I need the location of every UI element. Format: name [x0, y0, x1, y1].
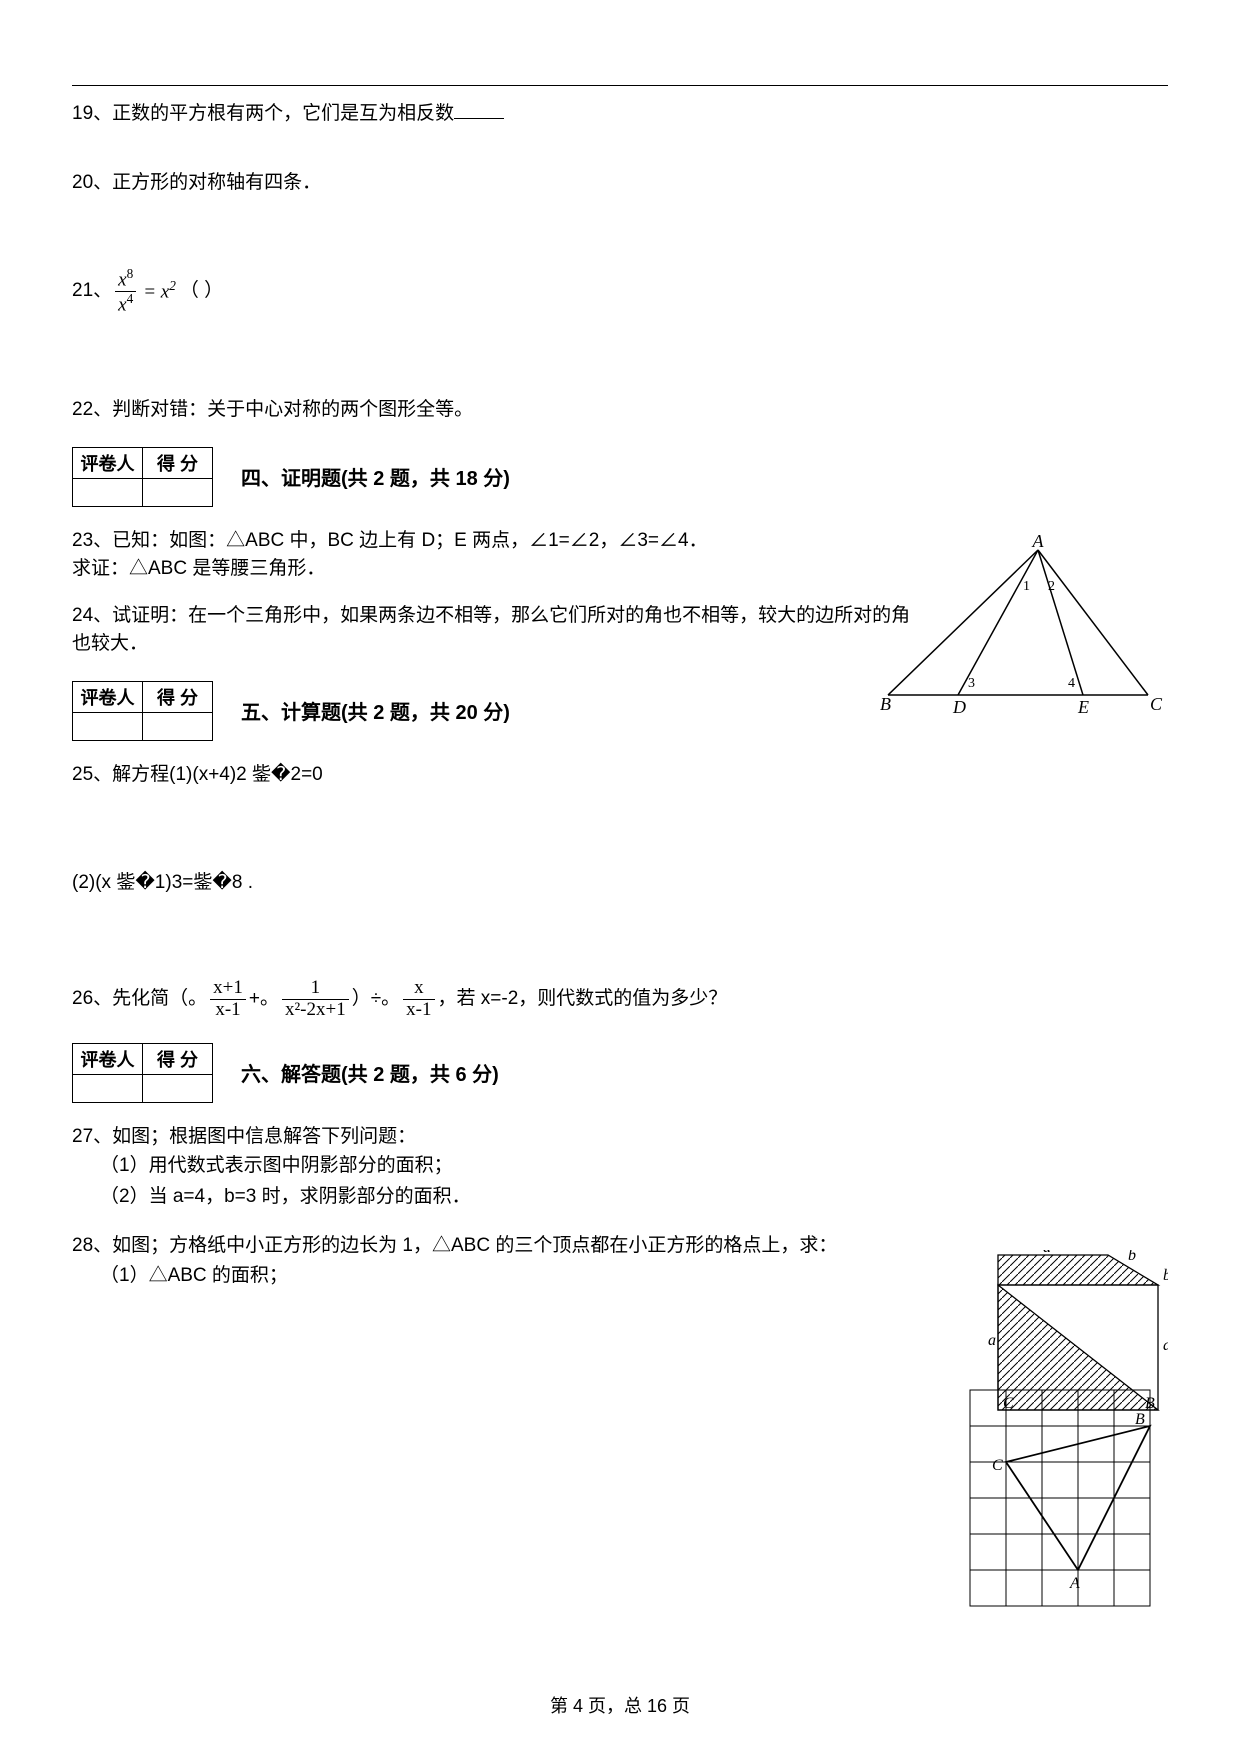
section-title: 六、解答题(共 2 题，共 6 分)	[241, 1058, 499, 1087]
q-text: 解方程(1)(x+4)2 鈭�2=0	[112, 764, 323, 785]
question-21: 21、 x8 x4 = x2 （ ）	[72, 267, 1168, 316]
svg-text:D: D	[952, 697, 966, 715]
question-26: 26、 先化简（。 x+1 x-1 +。 1 x²-2x+1 ）÷。 x x-1…	[72, 978, 1168, 1021]
q-num: 23、	[72, 530, 112, 551]
comma: ，	[438, 985, 457, 1014]
q-num: 24、	[72, 605, 112, 626]
svg-text:C: C	[992, 1457, 1003, 1474]
grader-table: 评卷人得 分	[72, 681, 213, 741]
question-19: 19、正数的平方根有两个，它们是互为相反数	[72, 100, 1168, 129]
svg-text:b: b	[1163, 1267, 1168, 1284]
q-text: 判断对错：关于中心对称的两个图形全等。	[112, 399, 473, 420]
paren: （ ）	[180, 277, 223, 306]
plus: +。	[249, 985, 279, 1014]
sub-2: （2）当 a=4，b=3 时，求阴影部分的面积．	[100, 1182, 918, 1212]
svg-text:b: b	[1128, 1250, 1136, 1264]
svg-text:1: 1	[1023, 579, 1030, 594]
question-25b: (2)(x 鈭�1)3=鈭�8 .	[72, 869, 1168, 898]
question-27: 27、如图；根据图中信息解答下列问题： （1）用代数式表示图中阴影部分的面积； …	[72, 1123, 1168, 1212]
q-text: 如图；根据图中信息解答下列问题：	[112, 1126, 416, 1147]
q-num: 21、	[72, 277, 112, 306]
svg-text:A: A	[1069, 1575, 1080, 1592]
svg-text:B: B	[880, 694, 891, 714]
svg-text:a: a	[1163, 1337, 1168, 1354]
svg-text:B: B	[1135, 1411, 1145, 1428]
q-num: 28、	[72, 1235, 112, 1256]
question-20: 20、正方形的对称轴有四条．	[72, 169, 1168, 198]
q-num: 20、	[72, 172, 112, 193]
grader-table: 评卷人得 分	[72, 1043, 213, 1103]
grader-table: 评卷人得 分	[72, 447, 213, 507]
q-text: 正方形的对称轴有四条．	[112, 172, 321, 193]
q-text: 试证明：在一个三角形中，如果两条边不相等，那么它们所对的角也不相等，较大的边所对…	[72, 605, 910, 655]
svg-text:C: C	[1150, 694, 1163, 714]
q-text: (2)(x 鈭�1)3=鈭�8 .	[72, 872, 253, 893]
question-25: 25、解方程(1)(x+4)2 鈭�2=0	[72, 761, 1168, 790]
section-4-header: 评卷人得 分 四、证明题(共 2 题，共 18 分)	[72, 447, 1168, 507]
sub-1: （1）△ABC 的面积；	[100, 1261, 918, 1291]
q-num: 22、	[72, 399, 112, 420]
triangle-figure: A B C D E 1 2 3 4	[868, 535, 1168, 715]
svg-text:A: A	[1032, 535, 1045, 551]
q-num: 27、	[72, 1126, 112, 1147]
question-22: 22、判断对错：关于中心对称的两个图形全等。	[72, 396, 1168, 425]
q-num: 19、	[72, 103, 112, 124]
frac-3: x x-1	[403, 978, 434, 1021]
svg-text:E: E	[1077, 697, 1089, 715]
q-text2: 求证：△ABC 是等腰三角形．	[72, 558, 325, 579]
svg-text:a: a	[988, 1332, 996, 1349]
pre: 先化简（。	[112, 985, 207, 1014]
frac-1: x+1 x-1	[210, 978, 246, 1021]
q-num: 26、	[72, 985, 112, 1014]
sub-1: （1）用代数式表示图中阴影部分的面积；	[100, 1151, 918, 1181]
q-num: 25、	[72, 764, 112, 785]
grid-figure: A B C	[960, 1380, 1160, 1620]
q-text: 已知：如图：△ABC 中，BC 边上有 D；E 两点，∠1=∠2，∠3=∠4．	[112, 530, 707, 551]
svg-text:2: 2	[1048, 579, 1055, 594]
rhs: = x2	[143, 276, 176, 307]
blank-line	[454, 100, 504, 119]
svg-text:4: 4	[1068, 676, 1075, 691]
section-title: 五、计算题(共 2 题，共 20 分)	[241, 696, 510, 725]
q-text: 正数的平方根有两个，它们是互为相反数	[112, 103, 454, 124]
q-text: 如图；方格纸中小正方形的边长为 1，△ABC 的三个顶点都在小正方形的格点上，求…	[112, 1235, 837, 1256]
section-6-header: 评卷人得 分 六、解答题(共 2 题，共 6 分)	[72, 1043, 1168, 1103]
section-title: 四、证明题(共 2 题，共 18 分)	[241, 462, 510, 491]
fraction: x8 x4	[115, 267, 136, 316]
mid: ）÷。	[352, 985, 400, 1014]
tail: 若 x=-2，则代数式的值为多少？	[457, 985, 728, 1014]
page-footer: 第 4 页，总 16 页	[0, 1692, 1240, 1718]
frac-2: 1 x²-2x+1	[282, 978, 349, 1021]
svg-text:a: a	[1043, 1250, 1051, 1256]
svg-text:3: 3	[968, 676, 975, 691]
